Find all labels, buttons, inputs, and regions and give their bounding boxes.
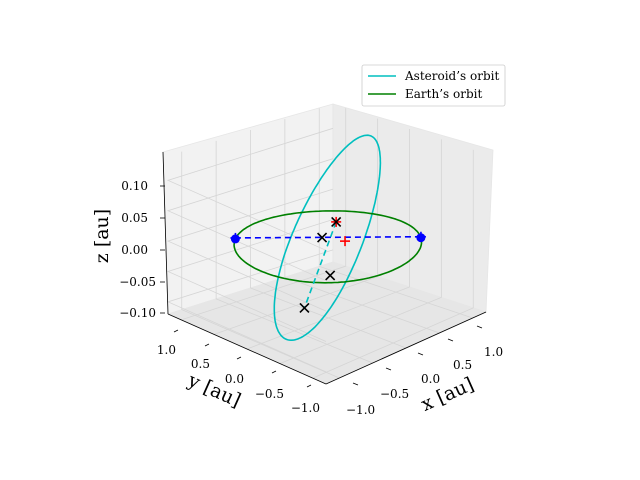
z-tick-label: 0.00 [121, 243, 148, 257]
marker-plus [340, 236, 351, 247]
y-tick-label: 0.0 [225, 372, 244, 386]
grid-line-x [181, 151, 340, 379]
marker-plus [415, 231, 426, 242]
x-tick-label: −0.5 [380, 387, 409, 401]
x-tick-label: 0.0 [421, 372, 440, 386]
grid-line-y [279, 139, 442, 364]
y-axis-line [167, 313, 327, 385]
marker-x-b [331, 216, 342, 227]
y-tick-label: 0.5 [191, 357, 210, 371]
legend-frame [361, 64, 506, 107]
legend: Asteroid’s orbit Earth’s orbit [361, 64, 506, 107]
grid-line-x [215, 140, 373, 364]
grid-lines [166, 108, 474, 379]
marker-x-b [317, 232, 328, 243]
legend-label-asteroid: Asteroid’s orbit [404, 69, 499, 83]
y-tick-marks [173, 329, 312, 388]
z-axis-line [162, 151, 169, 315]
grid-line-x [250, 130, 407, 349]
grid-line-z [166, 127, 334, 251]
marker-x [325, 270, 336, 281]
z-tick-label: −0.10 [119, 306, 156, 320]
grid-line-y [213, 118, 379, 335]
z-tick-label: −0.05 [119, 275, 156, 289]
x-tick-label: −1.0 [346, 403, 375, 417]
y-tick-label: −1.0 [291, 401, 320, 415]
z-tick-label: 0.05 [121, 211, 148, 225]
marker-x-b [299, 302, 310, 313]
marker-x [299, 302, 310, 313]
x-tick-marks [352, 325, 483, 386]
grid-line-y [246, 129, 410, 350]
grid-line-z [166, 158, 334, 282]
marker-x [317, 232, 328, 243]
x-tick-label: 0.5 [453, 358, 472, 372]
marker-x [331, 216, 342, 227]
y-tick-label: −0.5 [255, 387, 284, 401]
grid-line-z [166, 219, 334, 342]
grid-line-x [284, 119, 440, 334]
z-tick-label: 0.10 [121, 179, 148, 193]
y-tick-label: 1.0 [157, 343, 176, 357]
orbit-line [273, 134, 382, 342]
x-tick-label: 1.0 [484, 345, 503, 359]
x-axis-line [325, 311, 487, 385]
node-line [303, 221, 337, 309]
node-line [235, 235, 421, 239]
z-tick-marks [160, 185, 165, 314]
grid-line-x [318, 108, 473, 319]
orbit-line [233, 210, 423, 284]
grid-line-z [166, 188, 334, 312]
z-axis-label: z [au] [91, 209, 113, 263]
plot-area [230, 134, 426, 342]
marker-x-b [325, 270, 336, 281]
grid-line-y [312, 149, 474, 379]
marker-plus [230, 232, 241, 243]
legend-label-earth: Earth’s orbit [405, 87, 482, 101]
